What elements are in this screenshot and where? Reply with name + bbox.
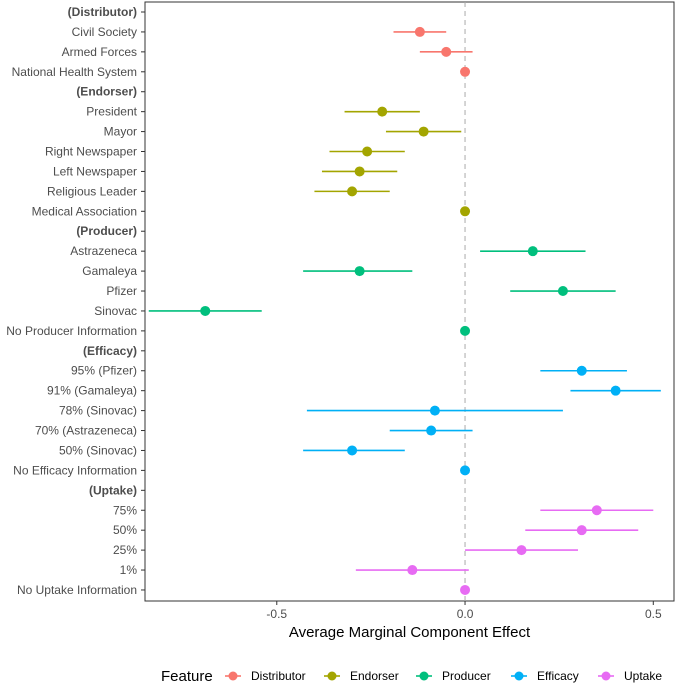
estimate-point <box>460 584 471 595</box>
x-tick-label: -0.5 <box>266 607 287 621</box>
group-header-label: (Uptake) <box>89 483 137 497</box>
y-tick-label: Civil Society <box>72 25 137 39</box>
y-axis-labels: (Distributor) Civil Society Armed Forces Na… <box>6 5 145 597</box>
estimate-point <box>557 286 568 297</box>
y-tick-label: National Health System <box>12 65 137 79</box>
legend-label: Producer <box>442 669 491 683</box>
estimate-point <box>460 325 471 336</box>
y-tick-label: Armed Forces <box>62 45 137 59</box>
y-tick-label: Mayor <box>104 125 137 139</box>
legend-label: Distributor <box>251 669 306 683</box>
y-tick-label: 25% <box>113 543 137 557</box>
estimate-point <box>460 465 471 476</box>
estimate-point <box>516 545 527 556</box>
y-tick-label: 50% <box>113 523 137 537</box>
y-tick-label: 70% (Astrazeneca) <box>35 424 137 438</box>
y-tick-label: No Producer Information <box>6 324 137 338</box>
y-tick-label: 1% <box>120 563 138 577</box>
estimate-point <box>527 246 538 257</box>
x-tick-label: 0.0 <box>457 607 474 621</box>
y-tick-label: President <box>86 105 137 119</box>
estimate-point <box>414 26 425 37</box>
y-tick-label: Religious Leader <box>47 184 137 198</box>
estimate-point <box>429 405 440 416</box>
estimate-point <box>354 266 365 277</box>
y-tick-label: 91% (Gamaleya) <box>47 384 137 398</box>
legend-key-point <box>601 671 611 681</box>
estimate-point <box>377 106 388 117</box>
x-axis-title: Average Marginal Component Effect <box>289 624 531 641</box>
estimate-point <box>576 365 587 376</box>
estimate-point <box>200 305 211 316</box>
estimate-point <box>460 206 471 217</box>
legend-label: Uptake <box>624 669 662 683</box>
y-tick-label: No Uptake Information <box>17 583 137 597</box>
estimate-point <box>460 66 471 77</box>
estimate-point <box>354 166 365 177</box>
x-axis: -0.5 0.0 0.5 <box>266 601 662 621</box>
estimate-point <box>441 46 452 57</box>
y-tick-label: Medical Association <box>32 204 137 218</box>
estimate-point <box>347 186 358 197</box>
group-header-label: (Producer) <box>76 224 137 238</box>
legend-key-point <box>514 671 524 681</box>
y-tick-label: 95% (Pfizer) <box>71 364 137 378</box>
y-tick-label: Left Newspaper <box>53 164 137 178</box>
x-tick-label: 0.5 <box>645 607 662 621</box>
plot-panel <box>144 1 675 602</box>
group-header-label: (Efficacy) <box>83 344 137 358</box>
estimate-point <box>426 425 437 436</box>
legend-title: Feature <box>161 668 213 685</box>
group-header-label: (Distributor) <box>68 5 137 19</box>
y-tick-label: 75% <box>113 503 137 517</box>
estimate-point <box>347 445 358 456</box>
estimate-point <box>418 126 429 137</box>
panel-border <box>144 1 675 602</box>
legend-key-point <box>419 671 429 681</box>
estimate-point <box>576 525 587 536</box>
legend-label: Efficacy <box>537 669 579 683</box>
estimate-point <box>591 505 602 516</box>
legend: Feature Distributor Endorser Producer Effic… <box>161 668 662 685</box>
y-tick-label: Sinovac <box>94 304 137 318</box>
legend-label: Endorser <box>350 669 399 683</box>
y-tick-label: Gamaleya <box>82 264 137 278</box>
y-tick-label: Astrazeneca <box>70 244 137 258</box>
estimate-point <box>407 565 418 576</box>
y-tick-label: Pfizer <box>106 284 137 298</box>
legend-key-point <box>228 671 238 681</box>
y-tick-label: 78% (Sinovac) <box>59 404 137 418</box>
y-tick-label: No Efficacy Information <box>13 463 137 477</box>
estimate-point <box>362 146 373 157</box>
estimate-point <box>610 385 621 396</box>
legend-key-point <box>327 671 337 681</box>
y-tick-label: Right Newspaper <box>45 145 137 159</box>
plot-marks <box>148 26 661 595</box>
y-tick-label: 50% (Sinovac) <box>59 443 137 457</box>
group-header-label: (Endorser) <box>76 85 137 99</box>
